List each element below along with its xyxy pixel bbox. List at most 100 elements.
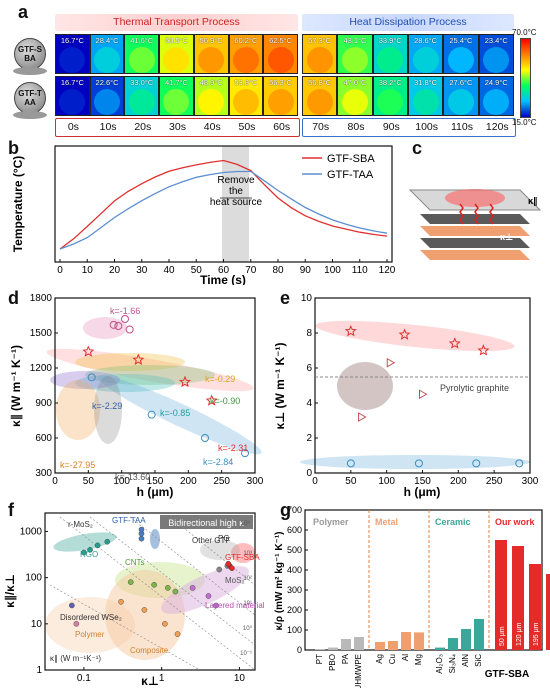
g-bar	[512, 546, 524, 650]
heat-arrow-3	[489, 203, 494, 225]
f-ylabel: κ∥/κ⊥	[3, 574, 17, 608]
sample-disc	[447, 47, 474, 73]
b-xtick-label: 60	[218, 265, 230, 276]
thermal-cell: 23.4°C	[478, 34, 514, 74]
time-90s: 90s	[382, 121, 400, 133]
g-bar	[546, 574, 550, 650]
d-point-star	[178, 375, 192, 388]
g-bar	[315, 649, 325, 650]
panel-d-chart: 0 50 100 150 200 250 300300600900120015001800 …	[9, 293, 264, 499]
d-ylabel: κ∥ (W m⁻¹ K⁻¹)	[9, 345, 23, 427]
d-ytick-label: 300	[35, 468, 52, 479]
cell-temperature: 56.3°C	[269, 78, 293, 87]
g-bar	[354, 637, 364, 650]
panel-c-label: c	[412, 138, 423, 158]
g-category-label: Mg	[414, 654, 423, 665]
thermal-cell: 33.0°C	[124, 76, 160, 116]
d-slope-label: k=-0.90	[210, 396, 240, 406]
f-label: Other GTF	[192, 536, 230, 545]
thermal-image-row-taa: 16.7°C 22.6°C 33.0°C 41.7°C 48.9°C 53.8°C 56.3…	[55, 76, 514, 116]
panel-b-label: b	[8, 138, 19, 158]
f-point	[205, 593, 212, 599]
g-category-label: SiC	[474, 654, 483, 667]
e-point-circle	[515, 459, 524, 468]
g-category-label: PA	[341, 653, 350, 664]
g-category-label: Si₃N₄	[448, 654, 457, 673]
d-point-circle	[147, 410, 156, 419]
cell-temperature: 28.4°C	[95, 36, 119, 45]
g-ytick-label: 0	[297, 645, 302, 655]
legend-gtf-taa: GTF-TAA	[327, 169, 374, 181]
thermal-cell: 33.9°C	[372, 34, 408, 74]
d-slope-label: k=-0.85	[160, 408, 190, 418]
e-point-star	[344, 325, 357, 337]
layer-2	[420, 226, 530, 236]
b-series-gtf-sba	[59, 159, 388, 250]
d-point-star	[82, 345, 95, 357]
d-point-circle	[114, 322, 123, 330]
sample-disc	[163, 47, 190, 73]
thermal-image-row-sba: 16.7°C 28.4°C 41.6°C 50.5°C 56.9°C 60.2°C 62.5…	[55, 34, 514, 74]
time-box-right: 70s 80s 90s 100s 110s 120s	[302, 118, 516, 137]
f-point	[165, 585, 171, 591]
g-category-label: Ag	[375, 654, 384, 664]
thermal-cell: 50.5°C	[159, 34, 194, 74]
e-red-cluster	[315, 320, 515, 352]
b-xtick-label: 100	[324, 265, 341, 276]
f-ytick-label: 1	[36, 665, 42, 676]
d-xtick-label: 150	[147, 476, 164, 487]
sample-disc	[267, 47, 294, 73]
f-ytick-label: 10	[31, 619, 43, 630]
scale-max: 70.0°C	[512, 28, 537, 37]
d-slope-label: k=-2.29	[92, 401, 122, 411]
f-xtick-label: 1	[159, 673, 165, 684]
cell-temperature: 56.8°C	[308, 78, 332, 87]
thermal-cell: 43.1°C	[337, 34, 373, 74]
cell-temperature: 50.5°C	[164, 36, 188, 45]
scale-min: 15.0°C	[512, 118, 537, 127]
thermal-cell: 56.3°C	[263, 76, 298, 116]
g-group-name: Ceramic	[435, 517, 471, 527]
thermal-cell: 22.6°C	[89, 76, 125, 116]
g-ytick-label: 100	[287, 625, 302, 635]
e-point-star	[477, 344, 490, 356]
sample-disc	[128, 89, 155, 115]
cell-temperature: 24.9°C	[484, 78, 508, 87]
thermal-cell: 28.6°C	[407, 34, 444, 74]
f-label: MoS₂	[225, 576, 245, 585]
heat-source-annotation-line2: the	[229, 186, 243, 197]
f-point	[138, 535, 145, 542]
b-xtick-label: 80	[272, 265, 284, 276]
g-bar	[529, 564, 541, 650]
f-xlabel: κ⊥	[141, 674, 159, 688]
g-bar	[341, 639, 351, 650]
e-xtick-label: 300	[522, 476, 539, 487]
panel-b-chart: 0 10 20 30 40 50 60 70 80 90 100 110 120 Remove the …	[11, 145, 396, 285]
e-point-triangle	[358, 412, 367, 422]
sample-disc	[483, 47, 510, 73]
cell-temperature: 33.9°C	[378, 36, 402, 45]
d-xlabel: h (μm)	[137, 485, 174, 499]
e-xtick-label: 50	[345, 476, 357, 487]
g-ytick-label: 600	[287, 525, 302, 535]
cell-temperature: 16.7°C	[60, 78, 84, 87]
legend-gtf-sba: GTF-SBA	[327, 153, 375, 165]
f-point	[127, 579, 134, 585]
g-group-name: Metal	[375, 517, 398, 527]
f-label: Disordered WSe₂	[60, 613, 122, 622]
thermal-cell: 60.2°C	[228, 34, 264, 74]
sample-disc	[163, 89, 190, 115]
g-bar	[375, 642, 385, 650]
panel-e-label: e	[280, 288, 291, 308]
g-thickness-label: 195 μm	[533, 622, 540, 646]
b-xtick-label: 10	[82, 265, 94, 276]
time-80s: 80s	[347, 121, 365, 133]
cell-temperature: 16.7°C	[60, 36, 84, 45]
e-ytick-label: 0	[306, 468, 312, 479]
d-point-circle	[121, 315, 129, 323]
f-point	[229, 565, 235, 572]
g-bar	[474, 619, 484, 650]
e-point-circle	[414, 459, 423, 468]
row-label-sba: GTF-SBA	[18, 45, 42, 63]
d-point-circle	[125, 325, 134, 334]
